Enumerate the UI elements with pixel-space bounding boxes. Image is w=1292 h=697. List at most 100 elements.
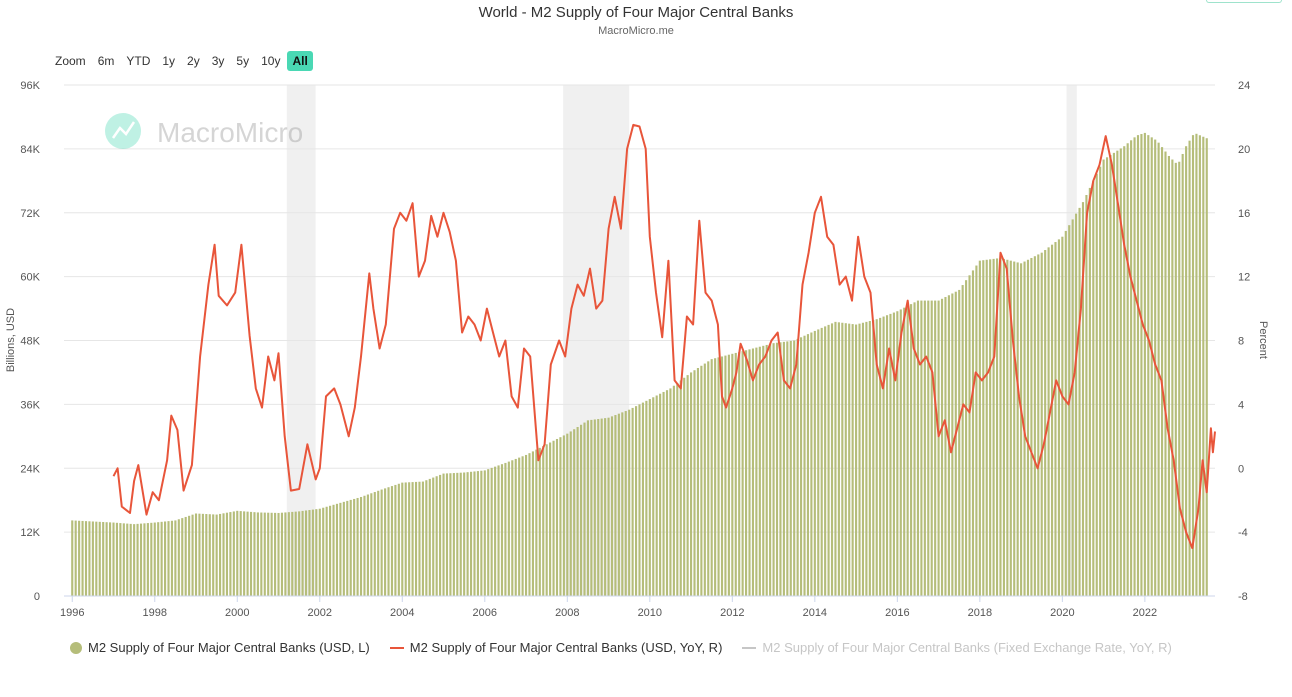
m2-usd-bar bbox=[583, 422, 586, 596]
m2-usd-bar bbox=[910, 304, 913, 596]
m2-usd-bar bbox=[294, 511, 297, 596]
m2-usd-bar bbox=[545, 444, 548, 596]
m2-usd-bar bbox=[469, 471, 473, 596]
range-button-5y[interactable]: 5y bbox=[236, 54, 250, 68]
m2-usd-bar bbox=[452, 473, 455, 596]
m2-usd-bar bbox=[899, 309, 902, 596]
m2-usd-bar bbox=[494, 466, 497, 596]
m2-usd-bar bbox=[201, 513, 204, 596]
m2-usd-bar bbox=[641, 402, 645, 596]
m2-usd-bar bbox=[985, 259, 988, 596]
m2-usd-bar bbox=[755, 347, 758, 596]
m2-usd-bar bbox=[696, 368, 700, 596]
m2-usd-bar bbox=[459, 472, 462, 596]
m2-usd-bar bbox=[139, 523, 143, 596]
x-tick-label: 2014 bbox=[803, 607, 827, 619]
export-menu-button[interactable] bbox=[1206, 0, 1282, 3]
m2-usd-bar bbox=[146, 523, 149, 596]
m2-usd-bar bbox=[480, 470, 483, 596]
m2-usd-bar bbox=[576, 426, 579, 596]
legend-label: M2 Supply of Four Major Central Banks (F… bbox=[762, 640, 1172, 655]
m2-usd-bar bbox=[394, 484, 397, 596]
m2-usd-bar bbox=[1075, 213, 1078, 596]
m2-usd-bar bbox=[397, 483, 400, 596]
m2-usd-bar bbox=[1095, 173, 1098, 596]
m2-usd-bar bbox=[1016, 262, 1019, 596]
m2-usd-bar bbox=[1078, 207, 1081, 596]
m2-usd-bar bbox=[827, 324, 830, 596]
m2-usd-bar bbox=[109, 522, 112, 596]
m2-usd-bar bbox=[157, 522, 160, 596]
m2-usd-bar bbox=[590, 419, 593, 596]
range-button-1y[interactable]: 1y bbox=[162, 54, 176, 68]
m2-usd-bar bbox=[442, 473, 445, 596]
m2-usd-bar bbox=[212, 514, 215, 596]
m2-usd-bar bbox=[868, 320, 871, 596]
m2-usd-bar bbox=[390, 486, 394, 596]
m2-usd-bar bbox=[937, 300, 940, 596]
range-button-3y[interactable]: 3y bbox=[211, 54, 225, 68]
y-right-axis-title: Percent bbox=[1257, 321, 1269, 359]
m2-usd-bar bbox=[363, 495, 366, 596]
legend-item-m2-fixed-fx[interactable]: M2 Supply of Four Major Central Banks (F… bbox=[742, 640, 1172, 655]
m2-usd-bar bbox=[387, 487, 390, 596]
m2-usd-bar bbox=[1123, 146, 1126, 596]
m2-usd-bar bbox=[1064, 230, 1067, 596]
m2-usd-bar bbox=[855, 324, 858, 596]
chart-plot-area: 0 -8 12K -4 24K 0 36K 4 48K 8 60K 12 72K 16 84K 20 96K 24… bbox=[5, 80, 1269, 619]
m2-usd-bar bbox=[122, 523, 125, 596]
range-selector: Zoom 6m YTD 1y 2y 3y 5y 10y All bbox=[50, 51, 313, 71]
range-button-all[interactable]: All bbox=[287, 51, 313, 71]
m2-usd-bar bbox=[542, 446, 545, 596]
m2-usd-bar bbox=[1002, 258, 1005, 596]
m2-usd-bar bbox=[683, 377, 686, 596]
m2-usd-bar bbox=[528, 453, 531, 596]
m2-usd-bar bbox=[1037, 254, 1040, 597]
y-right-tick-label: -8 bbox=[1238, 591, 1248, 603]
range-button-ytd[interactable]: YTD bbox=[126, 54, 151, 68]
range-button-2y[interactable]: 2y bbox=[187, 54, 200, 68]
y-right-tick-label: 16 bbox=[1238, 208, 1250, 220]
x-tick-label: 1996 bbox=[60, 607, 84, 619]
m2-usd-bar bbox=[1205, 138, 1208, 596]
m2-usd-bar bbox=[806, 334, 810, 596]
m2-usd-bar bbox=[198, 513, 201, 596]
x-tick-label: 2016 bbox=[885, 607, 909, 619]
range-button-6m[interactable]: 6m bbox=[97, 54, 115, 68]
m2-usd-bar bbox=[604, 418, 607, 596]
m2-usd-bar bbox=[837, 322, 840, 596]
m2-usd-bar bbox=[1178, 161, 1181, 596]
m2-usd-bar bbox=[738, 352, 741, 596]
m2-usd-bar bbox=[720, 356, 724, 596]
m2-usd-bar bbox=[115, 522, 119, 596]
m2-usd-bar bbox=[913, 302, 916, 596]
m2-usd-bar bbox=[1116, 150, 1119, 597]
m2-usd-bar bbox=[686, 375, 689, 596]
m2-usd-bar bbox=[253, 512, 256, 596]
m2-usd-bar bbox=[521, 456, 524, 596]
m2-usd-bar bbox=[703, 363, 706, 596]
m2-usd-bar bbox=[414, 481, 418, 596]
legend-item-m2-yoy[interactable]: M2 Supply of Four Major Central Banks (U… bbox=[389, 640, 722, 655]
m2-usd-bar bbox=[879, 317, 882, 596]
m2-usd-bar bbox=[648, 399, 651, 596]
y-right-tick-label: 20 bbox=[1238, 144, 1250, 156]
m2-usd-bar bbox=[1030, 257, 1033, 596]
m2-usd-bar bbox=[153, 522, 156, 596]
m2-usd-bar bbox=[349, 499, 352, 596]
x-tick-label: 2018 bbox=[968, 607, 992, 619]
legend-item-m2-usd[interactable]: M2 Supply of Four Major Central Banks (U… bbox=[70, 640, 370, 655]
m2-usd-bar bbox=[1026, 259, 1030, 596]
m2-usd-bar bbox=[1133, 137, 1136, 596]
y-left-tick-label: 72K bbox=[20, 208, 40, 220]
m2-usd-bar bbox=[112, 522, 115, 596]
m2-usd-bar bbox=[851, 324, 854, 596]
range-button-10y[interactable]: 10y bbox=[261, 54, 281, 68]
m2-usd-bar bbox=[923, 300, 926, 596]
m2-usd-bar bbox=[906, 305, 909, 596]
y-right-tick-label: 4 bbox=[1238, 399, 1244, 411]
m2-usd-bar bbox=[236, 510, 239, 596]
m2-usd-bar bbox=[710, 359, 713, 596]
m2-usd-bar bbox=[573, 429, 576, 596]
m2-usd-bar bbox=[1102, 159, 1105, 597]
